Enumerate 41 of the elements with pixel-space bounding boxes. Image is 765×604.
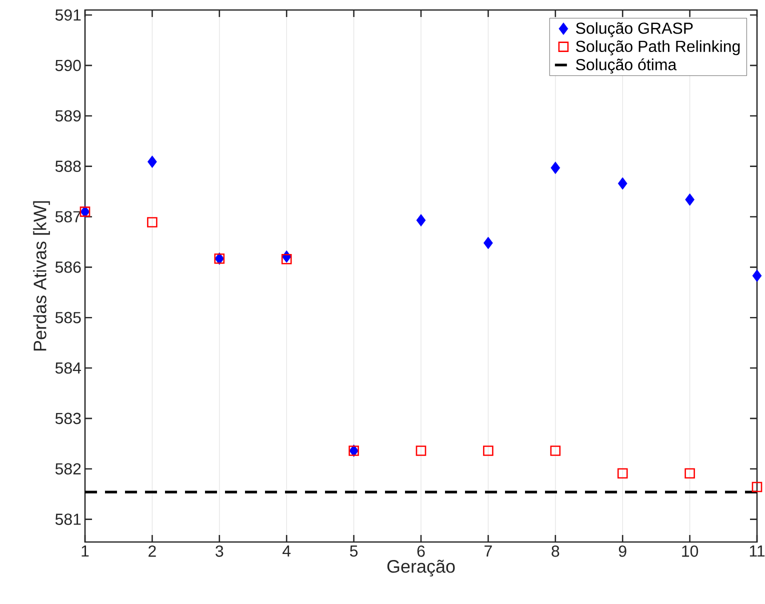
point [618,177,628,190]
y-axis-title: Perdas Ativas [kW] [33,201,50,351]
point [483,446,494,456]
point [752,482,762,492]
y-tick-label: 590 [55,60,81,72]
x-tick-label: 9 [618,546,626,557]
y-tick-label: 588 [55,160,81,172]
x-tick-label: 7 [484,546,492,557]
point [550,446,561,456]
y-tick-label: 591 [55,9,81,21]
point [685,193,695,206]
point [148,156,157,168]
y-tick-label: 585 [55,312,81,324]
point [484,236,493,250]
point [550,162,560,174]
y-tick-label: 586 [55,262,81,273]
legend-label: Solução GRASP [576,22,693,38]
x-tick-label: 10 [682,546,698,557]
x-tick-label: 5 [350,546,358,557]
x-tick-label: 11 [750,546,765,557]
point [147,217,158,228]
point [684,468,695,479]
y-tick-label: 587 [55,211,81,222]
x-tick-label: 1 [82,546,89,557]
y-tick-label: 589 [55,110,81,122]
legend-label: Solução Path Relinking [576,40,740,56]
point [416,446,426,456]
legend-label: Solução ótima [576,58,677,74]
y-tick-label: 582 [55,463,81,475]
y-tick-label: 581 [55,514,81,525]
point [416,214,426,226]
x-tick-label: 8 [552,546,560,557]
y-tick-label: 583 [55,412,81,424]
x-tick-label: 6 [417,546,425,557]
x-tick-label: 3 [216,546,224,557]
point [281,254,292,264]
point [617,468,628,479]
x-tick-label: 2 [148,546,156,557]
x-axis-title: Geração [387,560,455,576]
y-tick-label: 584 [55,362,81,374]
x-tick-label: 4 [282,546,291,557]
